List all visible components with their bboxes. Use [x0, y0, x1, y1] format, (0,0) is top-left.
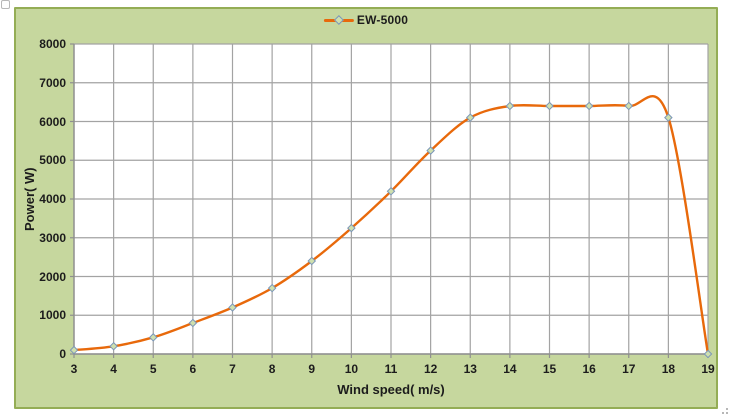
legend-diamond-marker-icon	[333, 15, 344, 25]
resize-handle[interactable]	[722, 408, 728, 414]
y-axis-title: Power( W)	[22, 167, 37, 231]
power-curve-chart[interactable]: EW-5000 0 1000 2000 3000 4000 5000 6000 7000 800…	[14, 7, 718, 409]
legend-series-line-icon	[323, 15, 354, 25]
sheet-corner	[1, 0, 10, 9]
plot-area	[69, 43, 713, 359]
chart-legend[interactable]: EW-5000	[323, 13, 409, 27]
legend-label: EW-5000	[356, 13, 409, 27]
chart-area: EW-5000 0 1000 2000 3000 4000 5000 6000 7000 800…	[16, 9, 716, 407]
x-axis-title: Wind speed( m/s)	[337, 382, 445, 397]
